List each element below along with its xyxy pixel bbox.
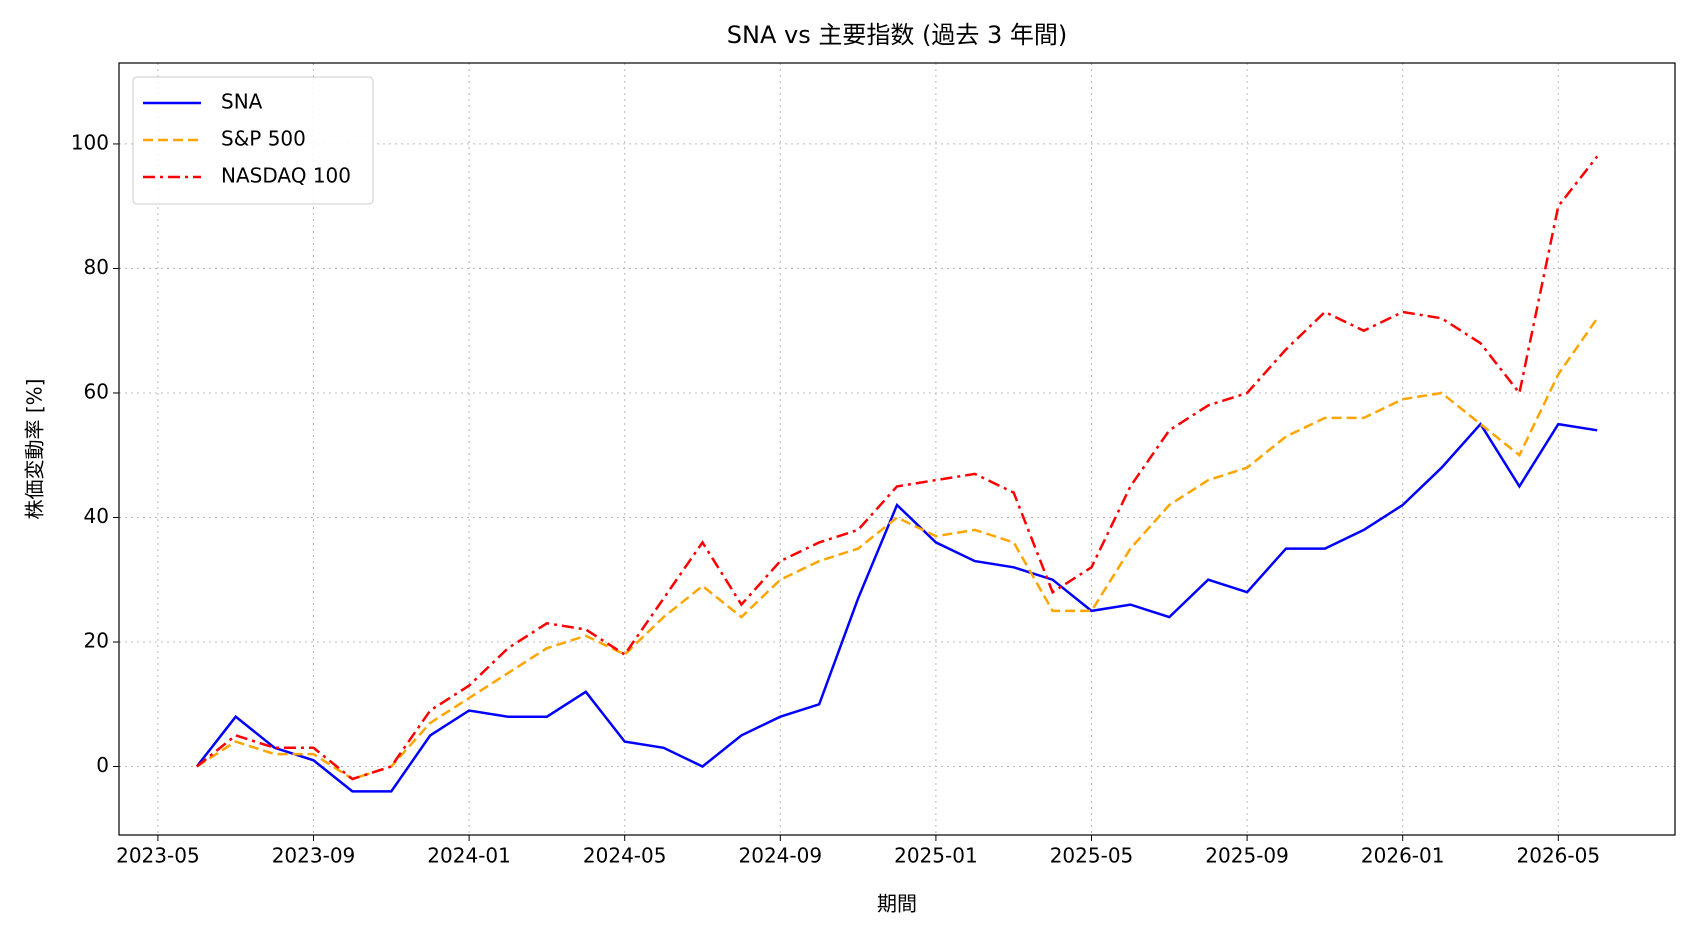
y-tick-label: 0 [96,753,109,777]
legend-label: S&P 500 [221,127,306,151]
x-tick-label: 2023-05 [116,844,200,868]
legend: SNA S&P 500 NASDAQ 100 [132,76,374,205]
series-line [196,155,1599,781]
x-tick-label: 2023-09 [272,844,356,868]
legend-label: NASDAQ 100 [221,164,351,188]
y-tick-label: 20 [84,629,109,653]
x-tick-label: 2025-05 [1050,844,1134,868]
series-line [196,317,1599,781]
x-tick-label: 2026-01 [1361,844,1445,868]
series-line [195,422,1598,793]
y-axis-label: 株価変動率 [%] [23,379,47,520]
y-tick-label: 100 [71,130,109,154]
y-tick-label: 60 [84,379,109,403]
y-tick-label: 80 [84,255,109,279]
x-tick-label: 2025-01 [894,844,978,868]
x-tick-label: 2026-05 [1517,844,1601,868]
plot-frame [118,62,1676,836]
x-tick-label: 2024-01 [427,844,511,868]
x-tick-label: 2024-09 [739,844,823,868]
x-tick-label: 2025-09 [1205,844,1289,868]
chart-title: SNA vs 主要指数 (過去 3 年間) [727,21,1067,49]
x-tick-label: 2024-05 [583,844,667,868]
legend-box [132,76,374,205]
y-tick-label: 40 [84,504,109,528]
x-axis-label: 期間 [877,892,917,916]
legend-label: SNA [221,90,263,114]
